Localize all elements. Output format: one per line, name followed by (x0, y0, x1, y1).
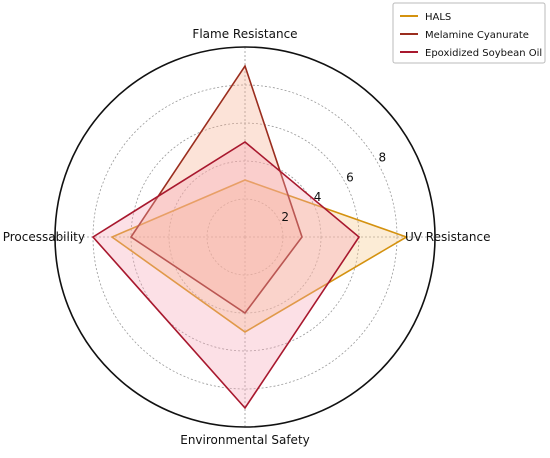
axis-label-flame-resistance: Flame Resistance (192, 27, 297, 41)
axis-label-processability: Processability (3, 230, 85, 244)
series-polygon-epoxidized-soybean-oil (91, 141, 361, 410)
radial-tick-label: 2 (281, 210, 289, 224)
axis-label-uv-resistance: UV Resistance (405, 230, 490, 244)
series-polygons (91, 64, 409, 410)
legend-label-epoxidized-soybean-oil: Epoxidized Soybean Oil (425, 48, 542, 59)
series-polygon-hals (110, 179, 409, 333)
outer-ring (54, 46, 436, 428)
radial-tick-label: 8 (379, 150, 387, 164)
radial-tick-label: 4 (314, 190, 322, 204)
axis-label-environmental-safety: Environmental Safety (180, 433, 310, 447)
axis-labels: Flame Resistance UV Resistance Environment… (3, 27, 491, 447)
legend-box (392, 2, 546, 64)
series-polygon-melamine-cyanurate (129, 64, 303, 315)
legend-label-melamine-cyanurate: Melamine Cyanurate (425, 30, 529, 41)
legend-label-hals: HALS (425, 12, 451, 23)
radial-tick-label: 6 (346, 170, 354, 184)
legend: HALS Melamine Cyanurate Epoxidized Soybean… (392, 2, 546, 64)
radial-tick-labels: 2 4 6 8 (281, 150, 386, 224)
